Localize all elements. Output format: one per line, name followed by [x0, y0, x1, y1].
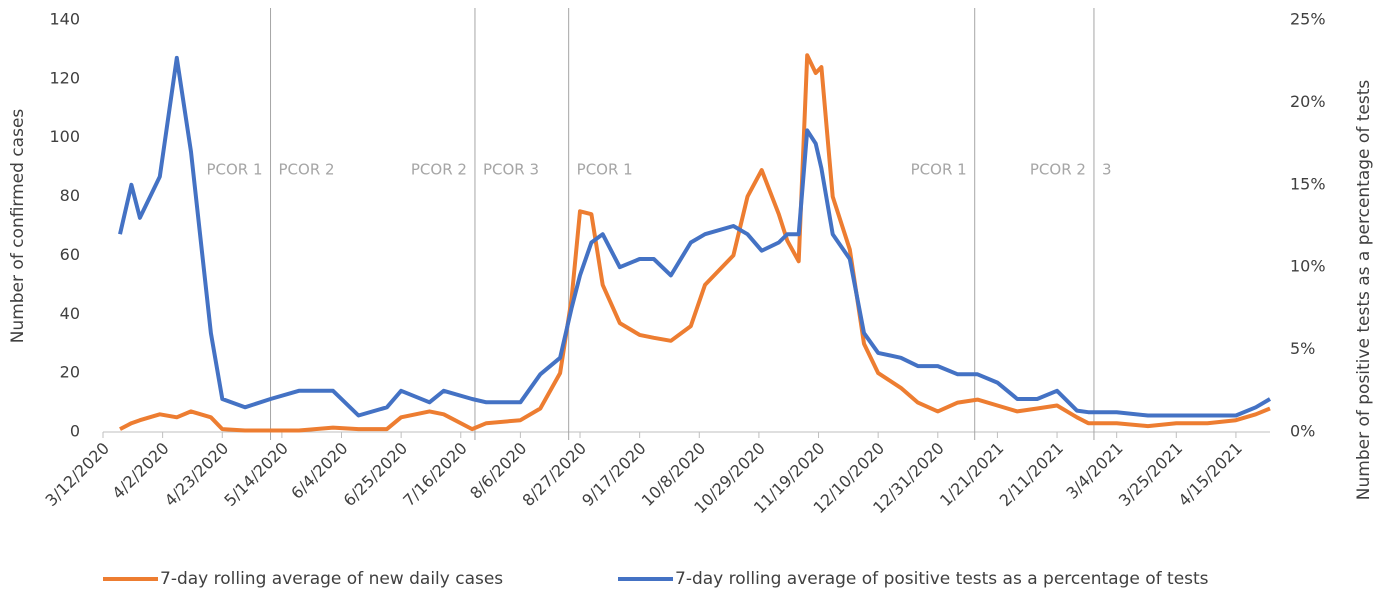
y-tick-label: 100: [49, 127, 80, 146]
y-tick-label: 80: [60, 186, 80, 205]
x-tick-label: 2/11/2021: [996, 439, 1067, 510]
y-tick-label: 120: [49, 68, 80, 87]
x-tick-label: 3/12/2020: [42, 439, 113, 510]
x-tick-label: 8/27/2020: [519, 439, 590, 510]
series-line: [119, 53, 1271, 433]
legend-label: 7-day rolling average of new daily cases: [160, 569, 503, 589]
annotation: 3: [1102, 161, 1112, 179]
legend-label: 7-day rolling average of positive tests …: [675, 569, 1209, 589]
x-tick-label: 4/15/2021: [1174, 439, 1245, 510]
y-tick-label: 40: [60, 304, 80, 323]
y2-tick-label: 5%: [1290, 339, 1315, 358]
y-tick-label: 20: [60, 363, 80, 382]
x-tick-label: 4/23/2020: [161, 439, 232, 510]
y2-tick-label: 0%: [1290, 422, 1315, 441]
annotation: PCOR 3: [483, 161, 539, 179]
y2-axis-title: Number of positive tests as a percentage…: [1354, 80, 1374, 501]
series-line: [118, 55, 1272, 418]
y-tick-label: 0: [70, 422, 80, 441]
x-tick-label: 9/17/2020: [578, 439, 649, 510]
y2-tick-label: 10%: [1290, 257, 1326, 276]
x-tick-label: 7/16/2020: [399, 439, 470, 510]
y-tick-label: 60: [60, 245, 80, 264]
y-tick-label: 140: [49, 10, 80, 29]
x-tick-label: 5/14/2020: [220, 439, 291, 510]
annotation: PCOR 1: [577, 161, 633, 179]
annotation: PCOR 2: [1030, 161, 1086, 179]
y2-tick-label: 15%: [1290, 174, 1326, 193]
y-axis-title: Number of confirmed cases: [8, 109, 28, 344]
annotation: PCOR 2: [411, 161, 467, 179]
y2-tick-label: 20%: [1290, 92, 1326, 111]
annotation: PCOR 2: [279, 161, 335, 179]
x-tick-label: 6/25/2020: [340, 439, 411, 510]
y2-tick-label: 25%: [1290, 10, 1326, 29]
annotation: PCOR 1: [911, 161, 967, 179]
x-tick-label: 3/25/2021: [1115, 439, 1186, 510]
x-tick-label: 1/21/2021: [936, 439, 1007, 510]
annotation: PCOR 1: [206, 161, 262, 179]
